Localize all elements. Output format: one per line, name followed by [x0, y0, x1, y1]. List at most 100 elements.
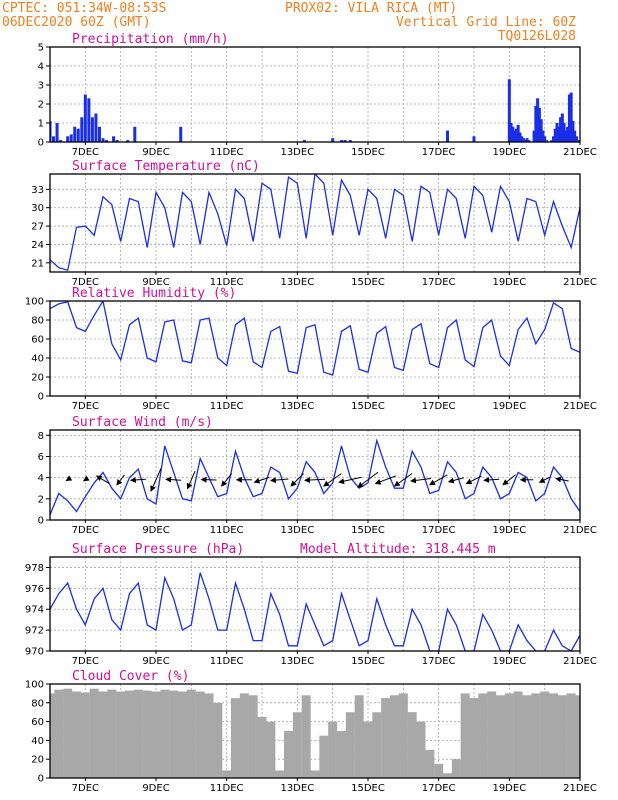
- precipitation-bar: [532, 130, 536, 142]
- temperature-ytick-label: 27: [31, 222, 44, 233]
- humidity-line: [50, 301, 580, 376]
- wind-vector-arrow: [95, 475, 110, 484]
- cloud-cover-xtick-label: 17DEC: [422, 783, 456, 794]
- precipitation-bar: [560, 113, 564, 142]
- header-station-name: PROX02: VILA RICA (MT): [285, 1, 457, 16]
- precipitation-bar: [574, 136, 578, 142]
- wind-ytick-label: 4: [38, 473, 44, 484]
- pressure-xtick-label: 19DEC: [492, 656, 526, 667]
- cloud-cover-bar: [469, 698, 479, 778]
- temperature-xtick-label: 17DEC: [422, 277, 456, 288]
- wind-xtick-label: 15DEC: [351, 525, 385, 536]
- precipitation-bar: [55, 123, 59, 142]
- precipitation-bar: [59, 140, 63, 142]
- precipitation-bar: [302, 140, 306, 142]
- cloud-cover-bar: [390, 695, 399, 778]
- cloud-cover-bar: [195, 691, 205, 778]
- precipitation-panel: Precipitation (mm/h) 0 1 2 3 4 5 7DEC 9DEC 11DEC 1…: [38, 32, 597, 158]
- cloud-cover-bar: [363, 721, 373, 778]
- precipitation-bar: [543, 136, 547, 142]
- precipitation-title: Precipitation (mm/h): [72, 32, 229, 47]
- cloud-cover-bar: [487, 691, 497, 778]
- wind-vector-arrow: [290, 473, 304, 487]
- precipitation-bar: [521, 138, 525, 142]
- humidity-ytick-label: 20: [31, 373, 44, 384]
- humidity-panel: Relative Humidity (%) 0 20 40 60 80 100 7DEC 9DE…: [25, 286, 597, 412]
- precipitation-bar: [569, 92, 573, 142]
- cloud-cover-bar: [566, 693, 576, 778]
- precipitation-bar: [126, 140, 130, 142]
- cloud-cover-bar: [63, 688, 73, 778]
- cloud-cover-ytick-label: 40: [31, 736, 44, 747]
- precipitation-bar: [571, 121, 575, 142]
- cloud-cover-bar: [125, 690, 134, 778]
- cloud-cover-bar: [160, 689, 170, 778]
- cloud-cover-bar: [407, 712, 417, 778]
- cloud-cover-panel: Cloud Cover (%) 0 20 40 60 80 100 7DEC 9DEC 11DEC…: [25, 669, 597, 794]
- precipitation-bar: [509, 123, 513, 142]
- wind-vector-arrow: [116, 474, 125, 486]
- precipitation-bar: [83, 94, 87, 142]
- cloud-cover-bar: [98, 691, 108, 778]
- precipitation-bar: [550, 140, 554, 142]
- humidity-ytick-label: 40: [31, 354, 44, 365]
- humidity-xtick-label: 21DEC: [563, 401, 597, 412]
- precipitation-ytick-label: 1: [38, 119, 44, 130]
- humidity-xtick-label: 17DEC: [422, 401, 456, 412]
- precipitation-bar: [105, 140, 109, 142]
- precipitation-bar: [566, 126, 570, 142]
- cloud-cover-bar: [169, 690, 179, 778]
- precipitation-bar: [537, 107, 541, 142]
- wind-ytick-label: 6: [38, 452, 44, 463]
- wind-vector-arrow: [538, 476, 550, 483]
- pressure-ytick-label: 974: [25, 605, 44, 616]
- precipitation-ytick-label: 3: [38, 81, 44, 92]
- cloud-cover-bar: [204, 693, 214, 778]
- pressure-ytick-label: 978: [25, 563, 44, 574]
- pressure-xtick-label: 7DEC: [72, 656, 99, 667]
- cloud-cover-bar: [151, 691, 161, 778]
- wind-vector-arrow: [393, 473, 413, 487]
- wind-xtick-label: 11DEC: [210, 525, 244, 536]
- precipitation-bar: [331, 138, 335, 142]
- precipitation-xtick-label: 13DEC: [280, 147, 314, 158]
- temperature-xtick-label: 9DEC: [142, 277, 169, 288]
- cloud-cover-bar: [222, 770, 232, 778]
- cloud-cover-bar: [248, 695, 258, 778]
- cloud-cover-bar: [540, 691, 550, 778]
- precipitation-bar: [87, 98, 91, 142]
- cloud-cover-bar: [425, 749, 435, 778]
- cloud-cover-xtick-label: 21DEC: [563, 783, 597, 794]
- temperature-ytick-label: 30: [31, 203, 44, 214]
- wind-vector-arrow: [429, 474, 448, 486]
- humidity-xtick-label: 13DEC: [280, 401, 314, 412]
- temperature-xtick-label: 15DEC: [351, 277, 385, 288]
- precipitation-bar: [552, 136, 555, 142]
- precipitation-bar: [133, 126, 137, 142]
- header-run-date: 06DEC2020 60Z (GMT): [2, 15, 151, 30]
- precipitation-ytick-label: 4: [38, 62, 44, 73]
- wind-vector-arrow: [83, 475, 90, 482]
- cloud-cover-bar: [557, 695, 567, 778]
- precipitation-bar: [50, 121, 52, 142]
- cloud-cover-ytick-label: 20: [31, 755, 44, 766]
- temperature-panel: Surface Temperature (nC) 21 24 27 30 33 7DEC 9D…: [31, 159, 597, 288]
- humidity-xtick-label: 7DEC: [72, 401, 99, 412]
- wind-vector-arrow: [357, 471, 379, 488]
- cloud-cover-ytick-label: 100: [25, 680, 44, 691]
- precipitation-bar: [514, 128, 518, 142]
- precipitation-bar: [559, 117, 563, 142]
- wind-xtick-label: 9DEC: [142, 525, 169, 536]
- wind-vector-arrow: [65, 475, 73, 482]
- cloud-cover-bar: [328, 721, 338, 778]
- header-product-code: TQ0126L028: [498, 29, 576, 44]
- precipitation-bar: [94, 113, 98, 142]
- header-grid-note: Vertical Grid Line: 60Z: [396, 15, 576, 30]
- precipitation-bar: [112, 136, 116, 142]
- cloud-cover-bar: [513, 691, 523, 778]
- wind-ytick-label: 8: [38, 431, 44, 442]
- cloud-cover-bar: [54, 689, 64, 778]
- cloud-cover-bar: [460, 693, 470, 778]
- cloud-cover-ytick-label: 0: [38, 774, 44, 785]
